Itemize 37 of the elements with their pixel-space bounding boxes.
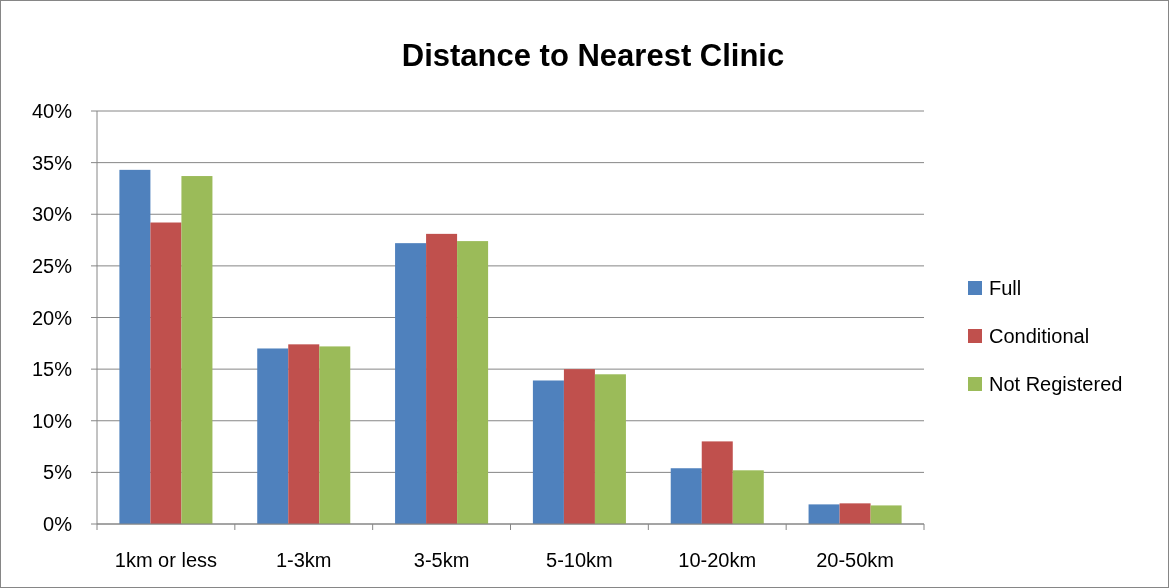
bar xyxy=(839,503,871,524)
y-tick-label: 30% xyxy=(31,203,73,226)
legend-label: Not Registered xyxy=(989,373,1123,395)
y-tick-label: 10% xyxy=(31,409,73,432)
bar xyxy=(808,504,840,524)
y-tick-label: 15% xyxy=(31,358,73,381)
y-tick-label: 0% xyxy=(43,513,73,535)
y-tick-label: 5% xyxy=(43,461,73,484)
bar xyxy=(181,176,213,524)
legend-label: Full xyxy=(989,277,1022,299)
x-tick-label: 5-10km xyxy=(546,549,613,571)
bar xyxy=(395,243,427,524)
y-tick-label: 25% xyxy=(31,254,73,277)
y-tick-label: 35% xyxy=(31,151,73,174)
bar xyxy=(150,222,182,524)
x-tick-label: 1km or less xyxy=(114,549,218,571)
bar xyxy=(594,374,626,524)
bar xyxy=(119,169,151,524)
bar xyxy=(670,468,702,524)
bar xyxy=(257,348,289,524)
x-tick-label: 20-50km xyxy=(816,549,894,571)
legend-label: Conditional xyxy=(989,325,1090,347)
y-tick-label: 40% xyxy=(31,100,73,122)
bar xyxy=(870,505,902,524)
bar xyxy=(701,441,733,524)
bar xyxy=(532,380,564,524)
y-tick-label: 20% xyxy=(31,306,73,329)
chart-title: Distance to Nearest Clinic xyxy=(401,38,785,73)
bar xyxy=(732,470,764,524)
x-tick-label: 1-3km xyxy=(275,549,332,571)
bar xyxy=(426,233,458,524)
bar xyxy=(288,344,320,524)
bar xyxy=(319,346,351,524)
x-tick-label: 10-20km xyxy=(678,549,757,571)
bar xyxy=(457,241,489,524)
x-tick-label: 3-5km xyxy=(413,549,470,571)
bar xyxy=(563,369,595,524)
